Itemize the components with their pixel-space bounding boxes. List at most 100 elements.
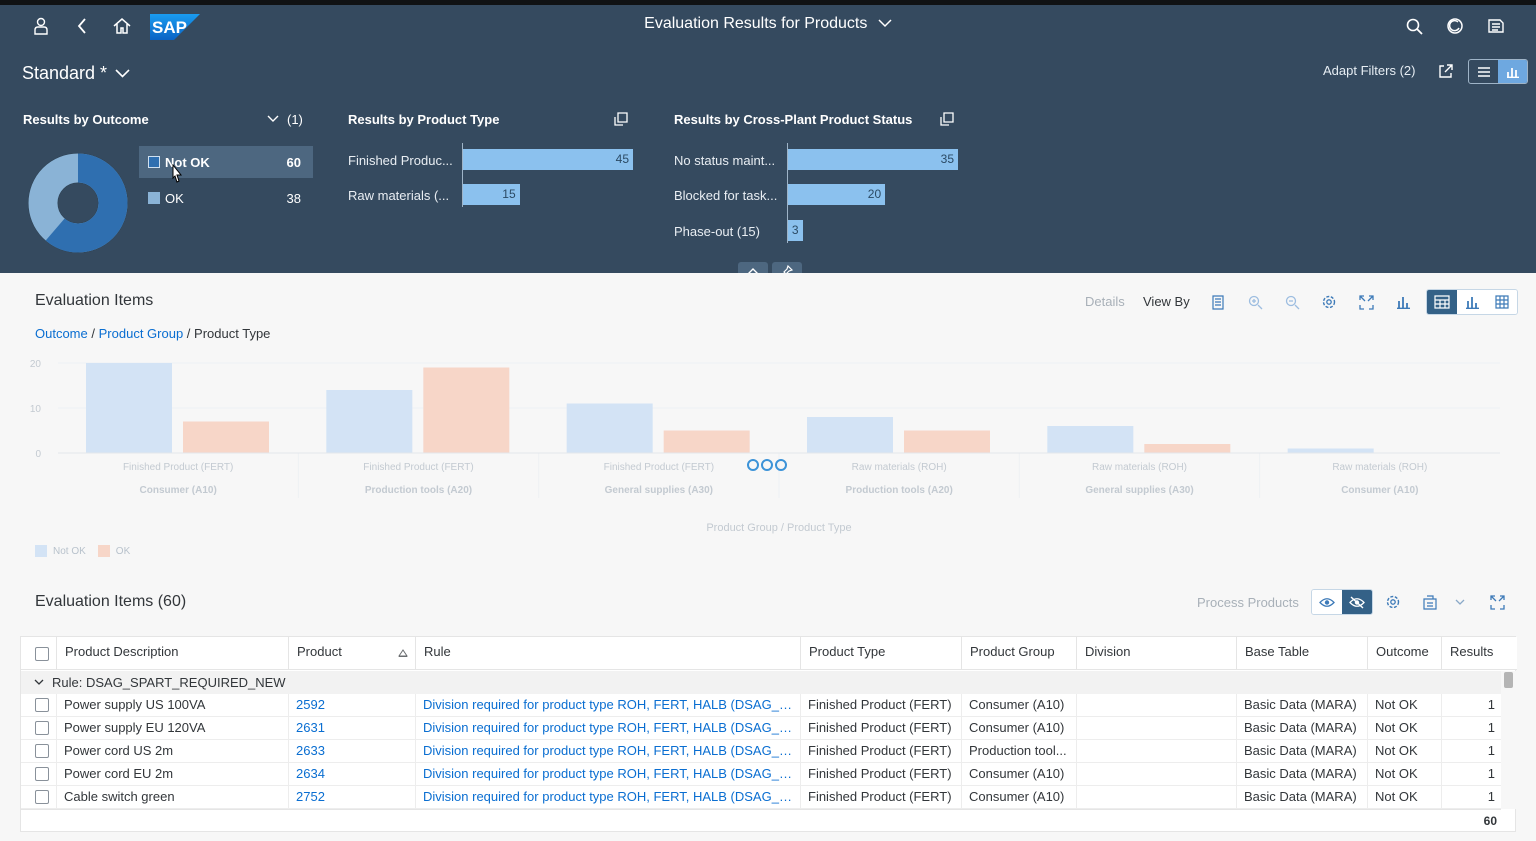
donut-slice-not-ok[interactable] [28, 153, 128, 253]
settings-icon[interactable] [1318, 291, 1340, 313]
expand-card-icon[interactable] [612, 110, 630, 128]
export-menu-chevron-icon[interactable] [1449, 591, 1471, 613]
bar-ok-0[interactable] [183, 421, 269, 454]
row-checkbox[interactable] [35, 790, 49, 804]
column-header-outcome[interactable]: Outcome [1367, 637, 1441, 670]
row-checkbox[interactable] [35, 698, 49, 712]
breadcrumb-outcome[interactable]: Outcome [35, 326, 88, 341]
status-label-1[interactable]: Blocked for task... [674, 188, 778, 203]
view-by-button[interactable]: View By [1143, 294, 1190, 309]
column-header-product-type[interactable]: Product Type [800, 637, 961, 670]
bar-ok-2[interactable] [663, 430, 750, 454]
chart-type-icon[interactable] [1392, 291, 1414, 313]
product-type-bar-1[interactable]: 15 [463, 184, 520, 205]
expand-card-icon[interactable] [938, 110, 956, 128]
cell-rule[interactable]: Division required for product type ROH, … [415, 786, 800, 809]
zoom-in-icon[interactable] [1244, 291, 1266, 313]
table-settings-icon[interactable] [1382, 591, 1404, 613]
bar-not-ok-0[interactable] [86, 363, 172, 453]
evaluation-bar-chart[interactable]: 20 10 0 Finished Product (FERT) Consumer (A1… [0, 353, 1536, 553]
status-bar-0[interactable]: 35 [788, 149, 958, 170]
table-fullscreen-icon[interactable] [1486, 591, 1508, 613]
status-bar-1[interactable]: 20 [788, 184, 886, 205]
hide-icon[interactable] [1342, 590, 1372, 614]
column-header-results[interactable]: Results [1441, 637, 1517, 670]
column-header-product[interactable]: Product [288, 637, 415, 670]
sap-logo[interactable]: SAP [150, 14, 200, 40]
fullscreen-icon[interactable] [1355, 291, 1377, 313]
home-icon[interactable] [110, 14, 134, 38]
cell-rule[interactable]: Division required for product type ROH, … [415, 740, 800, 763]
legend-item-not-ok[interactable]: Not OK [35, 545, 86, 557]
status-bar-2[interactable]: 3 [788, 220, 803, 241]
bar-not-ok-2[interactable] [566, 403, 653, 454]
compact-filter-view-icon[interactable] [1469, 60, 1498, 83]
zoom-out-icon[interactable] [1281, 291, 1303, 313]
cell-rule[interactable]: Division required for product type ROH, … [415, 694, 800, 717]
legend-item-ok[interactable]: OK [97, 545, 130, 557]
status-label-0[interactable]: No status maint... [674, 153, 776, 168]
cell-rule[interactable]: Division required for product type ROH, … [415, 717, 800, 740]
variant-selector[interactable]: Standard * [22, 63, 130, 84]
cell-division [1076, 740, 1236, 763]
details-button[interactable]: Details [1085, 294, 1125, 309]
table-view-icon[interactable] [1487, 290, 1517, 314]
table-header: Product Description Product Rule Product… [21, 637, 1517, 670]
app-title[interactable]: Evaluation Results for Products [0, 15, 1536, 33]
cell-product[interactable]: 2592 [288, 694, 415, 717]
bar-ok-4[interactable] [1144, 444, 1231, 453]
product-type-label-0[interactable]: Finished Produc... [348, 153, 453, 168]
notifications-icon[interactable] [1484, 14, 1508, 38]
cell-rule[interactable]: Division required for product type ROH, … [415, 763, 800, 786]
outcome-donut-chart[interactable] [26, 151, 130, 255]
column-header-division[interactable]: Division [1076, 637, 1236, 670]
bar-not-ok-5[interactable] [1287, 448, 1374, 454]
product-type-bar-0[interactable]: 45 [463, 149, 633, 170]
group-header-row[interactable]: Rule: DSAG_SPART_REQUIRED_NEW [21, 671, 1501, 694]
row-checkbox[interactable] [35, 744, 49, 758]
row-checkbox[interactable] [35, 767, 49, 781]
bar-ok-1[interactable] [423, 367, 510, 454]
column-header-product-description[interactable]: Product Description [56, 637, 288, 670]
user-icon[interactable] [29, 14, 53, 38]
export-icon[interactable] [1419, 591, 1441, 613]
table-row[interactable]: Power cord US 2m 2633 Division required fo… [21, 740, 1501, 763]
adapt-filters-button[interactable]: Adapt Filters (2) [1323, 63, 1416, 78]
scrollbar-thumb[interactable] [1504, 672, 1513, 688]
bar-ok-3[interactable] [904, 430, 990, 454]
table-row[interactable]: Cable switch green 2752 Division required … [21, 786, 1501, 809]
table-vertical-scrollbar[interactable] [1501, 671, 1516, 809]
share-icon[interactable] [1433, 60, 1459, 82]
column-header-base-table[interactable]: Base Table [1236, 637, 1367, 670]
table-row[interactable]: Power cord EU 2m 2634 Division required fo… [21, 763, 1501, 786]
chart-and-table-view-icon[interactable] [1427, 290, 1457, 314]
select-all-checkbox[interactable] [35, 647, 49, 661]
row-checkbox[interactable] [35, 721, 49, 735]
drilldown-icon[interactable] [1207, 291, 1229, 313]
cell-product[interactable]: 2631 [288, 717, 415, 740]
breadcrumb-product-group[interactable]: Product Group [98, 326, 184, 341]
copilot-icon[interactable] [1443, 14, 1467, 38]
chart-view-icon[interactable] [1457, 290, 1487, 314]
bar-not-ok-3[interactable] [807, 417, 893, 453]
visual-filter-view-icon[interactable] [1498, 60, 1527, 83]
chevron-down-icon[interactable] [264, 110, 282, 128]
column-header-rule[interactable]: Rule [415, 637, 800, 670]
table-row[interactable]: Power supply US 100VA 2592 Division requir… [21, 694, 1501, 717]
back-icon[interactable] [70, 14, 94, 38]
product-type-label-1[interactable]: Raw materials (... [348, 188, 450, 203]
bar-not-ok-4[interactable] [1047, 426, 1134, 453]
cell-product[interactable]: 2633 [288, 740, 415, 763]
outcome-selection-count[interactable]: (1) [287, 112, 303, 127]
show-icon[interactable] [1312, 590, 1342, 614]
search-icon[interactable] [1402, 14, 1426, 38]
bar-not-ok-1[interactable] [326, 390, 413, 453]
status-label-2[interactable]: Phase-out (15) [674, 224, 760, 239]
process-products-button[interactable]: Process Products [1197, 595, 1299, 610]
table-row[interactable]: Power supply EU 120VA 2631 Division requir… [21, 717, 1501, 740]
column-header-product-group[interactable]: Product Group [961, 637, 1076, 670]
cell-product[interactable]: 2634 [288, 763, 415, 786]
outcome-item-not-ok[interactable]: Not OK 60 [139, 146, 313, 178]
outcome-item-ok[interactable]: OK 38 [139, 182, 313, 214]
cell-product[interactable]: 2752 [288, 786, 415, 809]
